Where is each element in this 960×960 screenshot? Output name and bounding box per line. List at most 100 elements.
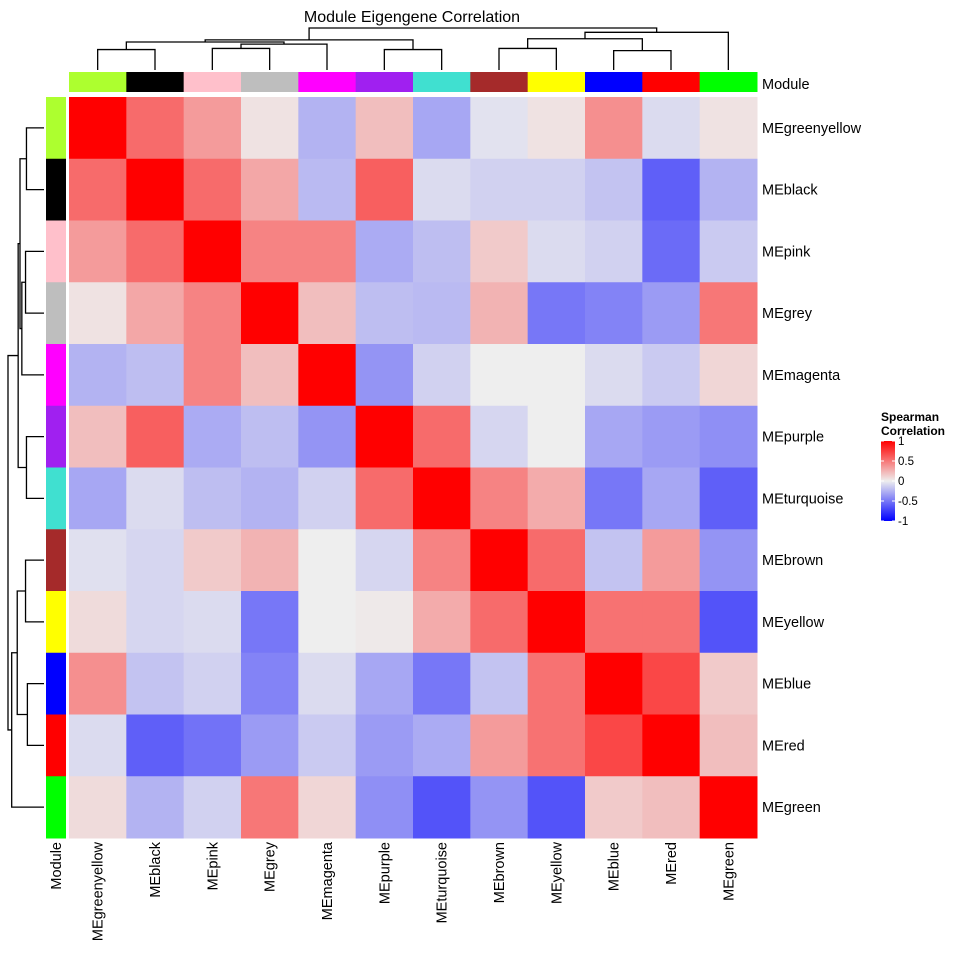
heatmap-cell <box>126 405 185 468</box>
column-module-color <box>470 72 529 92</box>
heatmap-cell <box>470 467 529 530</box>
heatmap-cell <box>527 97 586 160</box>
column-module-color <box>527 72 586 92</box>
dendrogram-branch <box>25 435 44 500</box>
heatmap-cell <box>183 776 242 839</box>
column-label: MEturquoise <box>435 842 451 923</box>
heatmap-cell <box>642 529 701 592</box>
heatmap-cell <box>355 344 414 407</box>
heatmap-cell <box>413 282 471 345</box>
dendrogram-branch <box>25 127 44 191</box>
row-label: MEpink <box>762 244 811 260</box>
heatmap-cell <box>183 714 242 777</box>
legend-tick-label: 1 <box>898 436 904 448</box>
heatmap-cell <box>69 467 127 530</box>
heatmap-cell <box>126 776 185 839</box>
heatmap-cell <box>470 652 529 715</box>
heatmap-cell <box>470 158 529 221</box>
dendrogram-branch <box>204 39 414 50</box>
heatmap-cell <box>413 97 471 160</box>
legend-tick-label: 0 <box>898 476 904 488</box>
row-module-color <box>46 591 66 654</box>
row-label: MEpurple <box>762 430 824 446</box>
heatmap-cell <box>183 529 242 592</box>
heatmap-cell <box>470 405 529 468</box>
column-module-color <box>642 72 701 92</box>
column-module-color <box>413 72 471 92</box>
legend-tick-label: -0.5 <box>898 496 918 508</box>
row-label: MEyellow <box>762 615 825 631</box>
heatmap-cell <box>241 282 299 345</box>
row-label: MEbrown <box>762 553 823 569</box>
heatmap-cell <box>699 158 758 221</box>
heatmap-cell <box>69 344 127 407</box>
dendrogram-branch <box>383 48 443 70</box>
heatmap-cell <box>642 652 701 715</box>
heatmap-cell <box>527 405 586 468</box>
dendrogram-branch <box>498 47 557 70</box>
legend-color-bar <box>881 441 895 521</box>
heatmap-cell <box>241 97 299 160</box>
heatmap-cell <box>355 97 414 160</box>
row-module-color <box>46 529 66 592</box>
heatmap-cell <box>126 591 185 654</box>
heatmap-cell <box>183 158 242 221</box>
column-module-color <box>585 72 643 92</box>
heatmap-cell <box>699 344 758 407</box>
dendrogram-branch <box>211 47 271 70</box>
heatmap-cell <box>241 405 299 468</box>
heatmap-cell <box>241 714 299 777</box>
heatmap-cell <box>355 776 414 839</box>
heatmap-cell <box>470 344 529 407</box>
heatmap-cell <box>183 652 242 715</box>
heatmap-cell <box>355 282 414 345</box>
heatmap-cell <box>527 714 586 777</box>
heatmap-cell <box>183 97 242 160</box>
heatmap-cell <box>241 220 299 283</box>
heatmap-cell <box>527 467 586 530</box>
heatmap-cell <box>355 529 414 592</box>
column-module-color <box>355 72 414 92</box>
heatmap-cell <box>470 220 529 283</box>
column-labels: MEgreenyellow MEblack MEpink MEgrey MEmagent… <box>91 841 738 941</box>
heatmap-cell <box>585 776 643 839</box>
column-label: MEbrown <box>492 842 508 903</box>
heatmap-cell <box>298 529 357 592</box>
heatmap-cell <box>470 97 529 160</box>
row-module-color <box>46 282 66 345</box>
heatmap-cell <box>470 529 529 592</box>
heatmap-cell <box>699 714 758 777</box>
heatmap-cell <box>298 97 357 160</box>
column-label: MEpink <box>205 841 221 890</box>
column-label: MEgrey <box>263 841 279 892</box>
heatmap-cell <box>355 652 414 715</box>
column-label: MEblack <box>148 841 164 897</box>
heatmap-cell <box>527 529 586 592</box>
row-module-color <box>46 714 66 777</box>
heatmap-cell <box>298 158 357 221</box>
heatmap-cell <box>126 158 185 221</box>
heatmap-cell <box>69 282 127 345</box>
heatmap-cell <box>69 776 127 839</box>
row-label: MEblue <box>762 677 811 693</box>
heatmap-cell <box>642 344 701 407</box>
heatmap-cell <box>699 220 758 283</box>
heatmap-cell <box>527 282 586 345</box>
heatmap-cell <box>470 282 529 345</box>
heatmap-cell <box>642 591 701 654</box>
heatmap-cell <box>642 158 701 221</box>
row-labels: MEgreenyellow MEblack MEpink MEgrey MEmagent… <box>762 121 862 816</box>
row-module-color <box>46 776 66 839</box>
legend-title-line-2: Correlation <box>881 424 945 438</box>
heatmap-cell <box>585 158 643 221</box>
heatmap-cell <box>69 158 127 221</box>
column-label: MEblue <box>607 842 623 891</box>
heatmap-cell <box>126 652 185 715</box>
column-dendrogram <box>97 27 729 70</box>
heatmap-cell <box>183 405 242 468</box>
column-label: MEyellow <box>549 841 565 904</box>
heatmap-cell <box>642 282 701 345</box>
heatmap-cell <box>642 97 701 160</box>
heatmap-cell <box>298 344 357 407</box>
